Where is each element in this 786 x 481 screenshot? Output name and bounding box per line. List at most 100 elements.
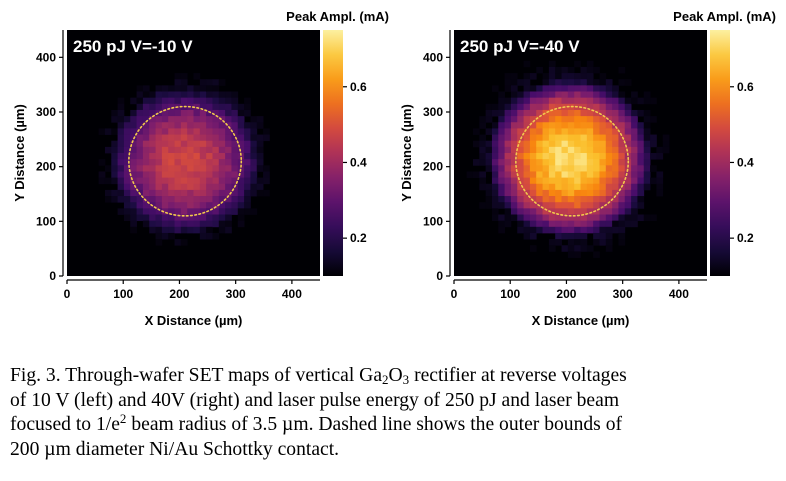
heatmap-cell [574, 97, 581, 105]
heatmap-cell [168, 91, 175, 99]
figure-panels: 250 pJ V=-10 V 0 100 200 300 400 0 100 200 300 400… [12, 9, 776, 328]
heatmap-cell [567, 159, 575, 166]
heatmap-cell [231, 208, 239, 215]
heatmap-cell [504, 189, 512, 197]
heatmap-cell [561, 208, 569, 215]
heatmap-cell [605, 189, 613, 197]
heatmap-cell [479, 116, 487, 123]
heatmap-cell [618, 122, 626, 129]
heatmap-cell [536, 116, 543, 123]
heatmap-cell [155, 226, 163, 234]
heatmap-cell [542, 116, 550, 123]
colorbar-label: Peak Ampl. (mA) [286, 9, 389, 24]
heatmap-cell [498, 140, 505, 148]
heatmap-cell [104, 177, 112, 185]
heatmap-cell [187, 177, 194, 185]
heatmap-cell [485, 146, 493, 154]
heatmap-cell [130, 196, 137, 203]
heatmap-cell [631, 196, 638, 203]
heatmap-cell [212, 214, 220, 222]
heatmap-cell [111, 153, 119, 160]
heatmap-cell [586, 189, 594, 197]
heatmap-cell [555, 140, 562, 148]
heatmap-cell [536, 214, 543, 222]
heatmap-cell [593, 79, 600, 86]
heatmap-cell [510, 134, 518, 142]
heatmap-cell [130, 116, 137, 123]
heatmap-cell [212, 97, 220, 105]
heatmap-cell [231, 189, 239, 197]
heatmap-cell [605, 220, 613, 228]
heatmap-cell [174, 239, 182, 246]
heatmap-cell [149, 140, 156, 148]
heatmap-cell [244, 196, 251, 203]
heatmap-cell [504, 85, 512, 92]
heatmap-cell [504, 183, 512, 191]
heatmap-cell [491, 128, 499, 135]
heatmap-cell [136, 183, 144, 191]
heatmap-cell [206, 214, 213, 222]
heatmap-cell [142, 122, 150, 129]
heatmap-cell [542, 177, 550, 185]
heatmap-cell [510, 103, 518, 111]
heatmap-cell [136, 165, 144, 172]
heatmap-cell [136, 134, 144, 142]
heatmap-cell [168, 109, 175, 117]
heatmap-cell [536, 109, 543, 117]
heatmap-cell [542, 73, 550, 80]
heatmap-cell [586, 103, 594, 111]
heatmap-cell [612, 226, 619, 234]
heatmap-cell [174, 220, 182, 228]
heatmap-cell [168, 183, 175, 191]
heatmap-cell [218, 79, 226, 86]
heatmap-cell [504, 196, 512, 203]
heatmap-cell [523, 226, 531, 234]
heatmap-cell [510, 196, 518, 203]
heatmap-cell [555, 208, 562, 215]
heatmap-cell [548, 220, 556, 228]
heatmap-cell [618, 171, 626, 178]
heatmap-cell [618, 66, 626, 74]
heatmap-cell [599, 159, 607, 166]
heatmap-cell [523, 134, 531, 142]
heatmap-cell [567, 226, 575, 234]
heatmap-cell [542, 85, 550, 92]
heatmap-cell [650, 214, 657, 222]
heatmap-cell [168, 171, 175, 178]
colorbar-tick-label: 0.4 [737, 155, 754, 169]
heatmap-cell [555, 220, 562, 228]
heatmap-cell [193, 226, 201, 234]
heatmap-cell [168, 196, 175, 203]
heatmap-cell [117, 153, 125, 160]
heatmap-cell [498, 153, 505, 160]
heatmap-cell [542, 91, 550, 99]
heatmap-cell [237, 116, 245, 123]
heatmap-cell [225, 177, 232, 185]
heatmap-cell [155, 214, 163, 222]
heatmap-cell [555, 153, 562, 160]
heatmap-cell [180, 208, 188, 215]
heatmap-cell [504, 128, 512, 135]
heatmap-cell [548, 153, 556, 160]
heatmap-cell [536, 128, 543, 135]
heatmap-cell [212, 103, 220, 111]
heatmap-cell [561, 232, 569, 240]
heatmap-cell [605, 177, 613, 185]
heatmap-cell [149, 189, 156, 197]
heatmap-cell [593, 232, 600, 240]
heatmap-cell [130, 146, 137, 154]
heatmap-cell [567, 245, 575, 252]
heatmap-cell [206, 196, 213, 203]
heatmap-cell [168, 220, 175, 228]
heatmap-cell [250, 159, 258, 166]
heatmap-cell [510, 91, 518, 99]
heatmap-cell [599, 97, 607, 105]
heatmap-cell [637, 146, 645, 154]
heatmap-cell [643, 128, 651, 135]
heatmap-cell [631, 202, 638, 209]
heatmap-cell [136, 214, 144, 222]
heatmap-cell [168, 208, 175, 215]
heatmap-cell [542, 220, 550, 228]
heatmap-cell [161, 122, 169, 129]
heatmap-cell [517, 128, 524, 135]
